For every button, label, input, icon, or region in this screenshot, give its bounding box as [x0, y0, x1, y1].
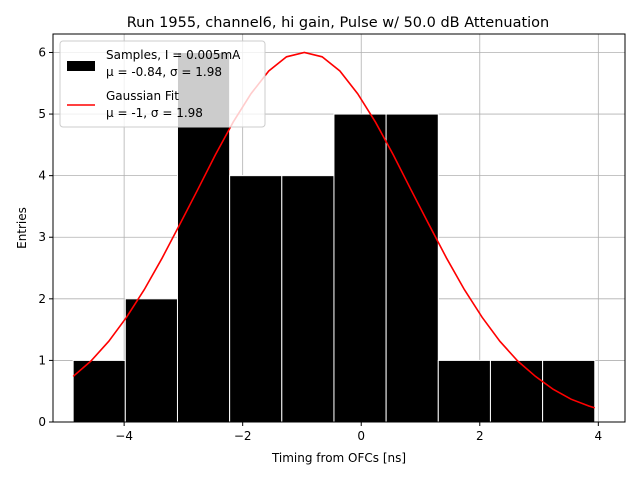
x-axis-label: Timing from OFCs [ns] [271, 451, 406, 465]
legend-samples-stats: μ = -0.84, σ = 1.98 [106, 65, 222, 79]
legend-fit-stats: μ = -1, σ = 1.98 [106, 106, 203, 120]
legend-samples-swatch [67, 61, 95, 71]
y-tick-label: 3 [38, 230, 46, 244]
legend: Samples, I = 0.005mA μ = -0.84, σ = 1.98… [59, 40, 266, 128]
legend-samples-label: Samples, I = 0.005mA [106, 48, 241, 62]
y-tick-label: 2 [38, 292, 46, 306]
histogram-bar [72, 359, 126, 423]
histogram-bar [281, 175, 335, 423]
chart-title: Run 1955, channel6, hi gain, Pulse w/ 50… [127, 15, 550, 31]
histogram-bar [333, 113, 387, 423]
y-axis-label: Entries [15, 207, 29, 249]
y-axis-ticks: 0 1 2 3 4 5 6 [38, 45, 53, 429]
histogram-bar [385, 113, 439, 423]
legend-box [59, 40, 266, 128]
x-tick-label: 2 [476, 429, 484, 443]
histogram-bar [229, 175, 283, 423]
x-tick-label: −2 [234, 429, 252, 443]
y-tick-label: 4 [38, 169, 46, 183]
histogram-bars [72, 51, 596, 423]
histogram-bar [542, 359, 596, 423]
gaussian-fit-line [72, 51, 596, 409]
y-tick-label: 0 [38, 415, 46, 429]
legend-fit-label: Gaussian Fit [106, 89, 179, 103]
y-tick-label: 5 [38, 107, 46, 121]
plot-frame [52, 33, 626, 423]
y-tick-label: 6 [38, 45, 46, 59]
x-tick-label: 4 [595, 429, 603, 443]
histogram-bar [124, 298, 178, 423]
x-axis-ticks: −4 −2 0 2 4 [115, 422, 602, 443]
histogram-bar [489, 359, 544, 423]
x-tick-label: 0 [357, 429, 365, 443]
y-tick-label: 1 [38, 353, 46, 367]
histogram-bar [437, 359, 491, 423]
x-tick-label: −4 [115, 429, 133, 443]
